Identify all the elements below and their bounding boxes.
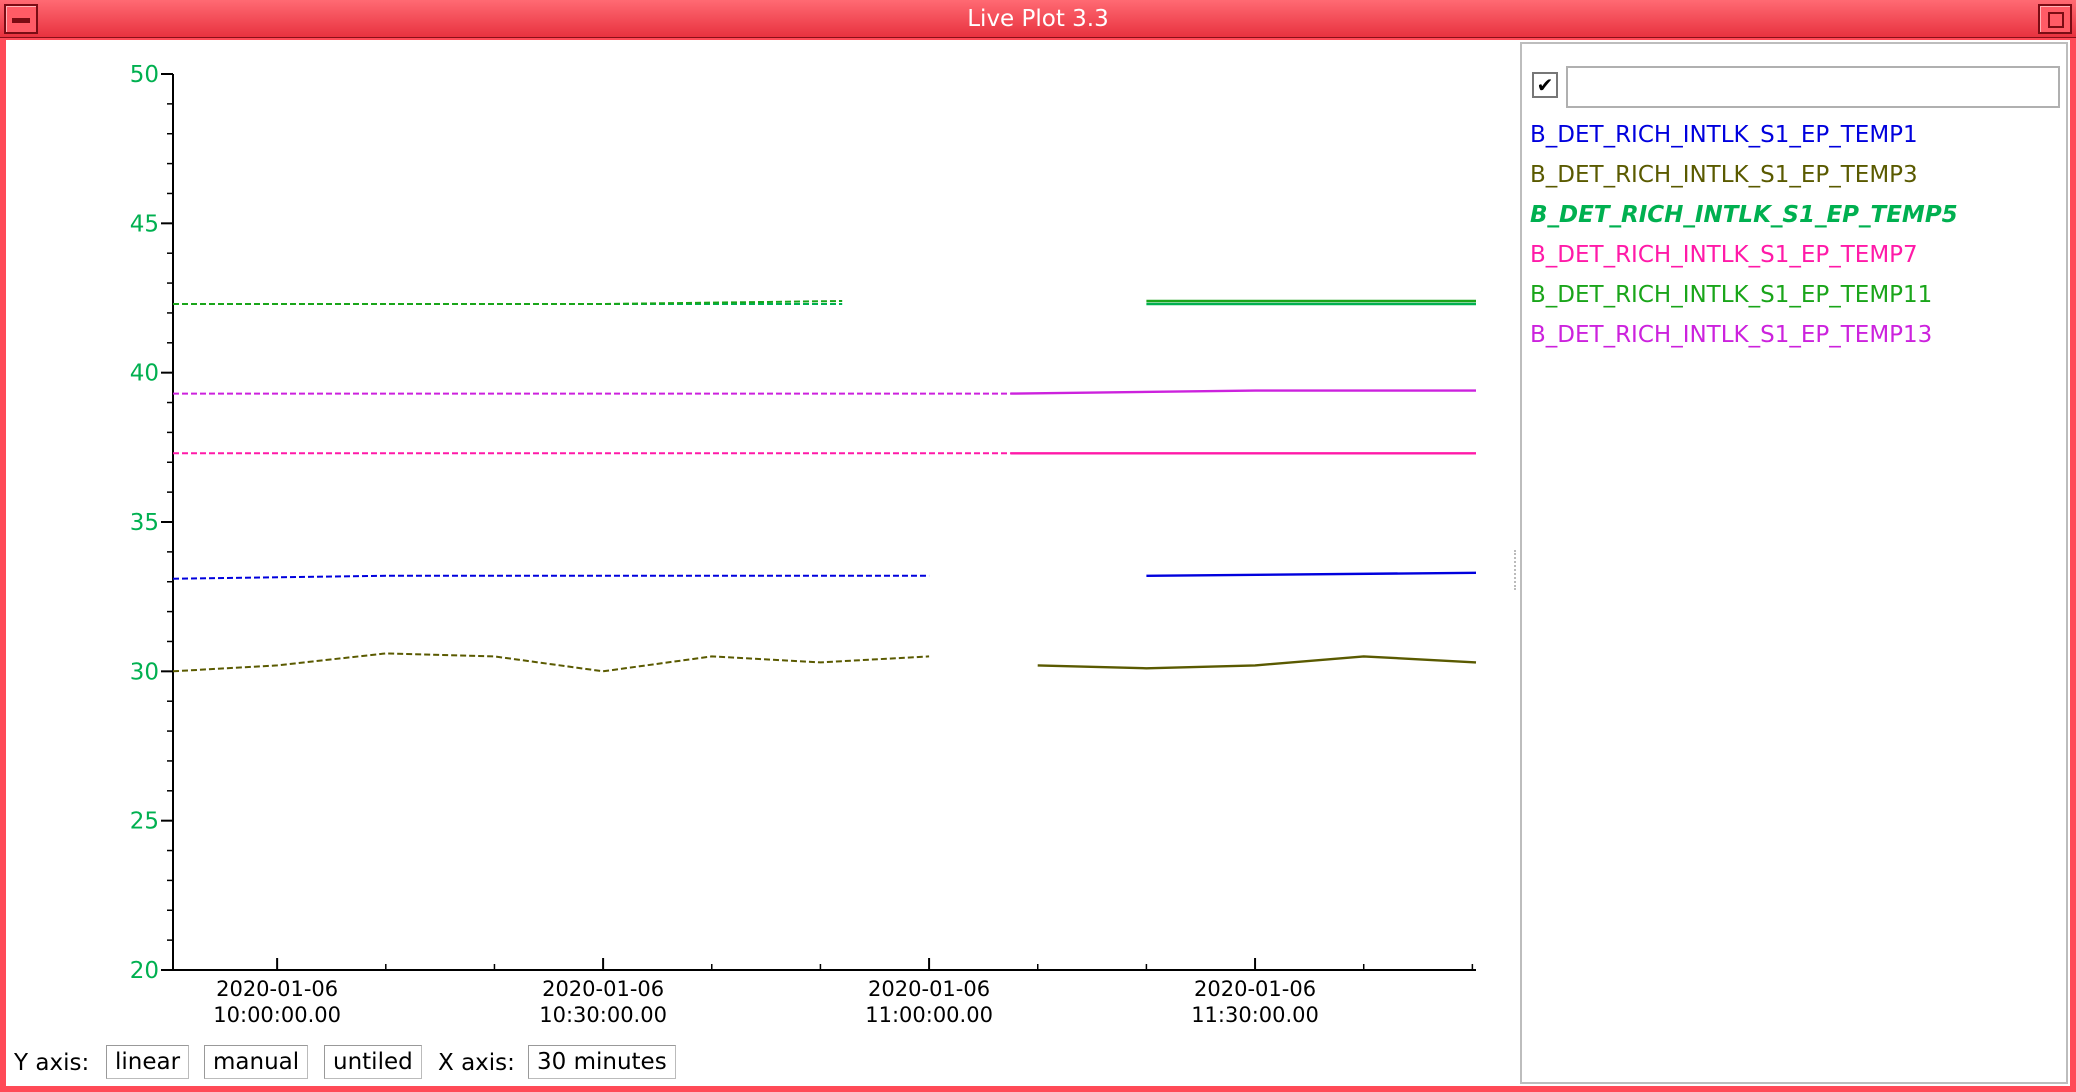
checkmark-icon: ✔ <box>1536 73 1554 97</box>
series-line-archived <box>172 574 930 580</box>
window-title: Live Plot 3.3 <box>967 6 1109 32</box>
x-tick-label: 11:30:00.00 <box>1191 1003 1319 1027</box>
x-tick-label: 2020-01-06 <box>1194 977 1316 1001</box>
legend-item[interactable]: B_DET_RICH_INTLK_S1_EP_TEMP1 <box>1530 122 1918 148</box>
y-tick-label: 50 <box>130 62 159 88</box>
x-span-selector[interactable]: 30 minutes <box>528 1045 676 1079</box>
legend-item[interactable]: B_DET_RICH_INTLK_S1_EP_TEMP7 <box>1530 242 1918 268</box>
x-tick-label: 11:00:00.00 <box>865 1003 993 1027</box>
x-tick-label: 2020-01-06 <box>868 977 990 1001</box>
y-tick-label: 35 <box>130 510 159 536</box>
series-line-live <box>1146 571 1477 577</box>
y-tick-label: 30 <box>130 659 159 685</box>
window-titlebar[interactable]: Live Plot 3.3 <box>0 0 2076 38</box>
legend-item[interactable]: B_DET_RICH_INTLK_S1_EP_TEMP11 <box>1530 282 1933 308</box>
y-tick-label: 40 <box>130 361 159 387</box>
series-line-archived <box>173 300 843 305</box>
legend-item[interactable]: B_DET_RICH_INTLK_S1_EP_TEMP13 <box>1530 322 1933 348</box>
legend-select-all-checkbox[interactable]: ✔ <box>1532 72 1558 98</box>
y-range-mode-selector[interactable]: manual <box>204 1045 309 1079</box>
legend-item[interactable]: B_DET_RICH_INTLK_S1_EP_TEMP5 <box>1530 202 1958 228</box>
y-tick-label: 45 <box>130 211 159 237</box>
maximize-icon <box>2048 12 2064 28</box>
x-tick-label: 10:30:00.00 <box>539 1003 667 1027</box>
window-client: 20 25 30 35 40 45 50 2020-01-06 10:00:00.00 2020-… <box>6 40 2070 1086</box>
legend-filter-input[interactable] <box>1566 66 2060 108</box>
x-tick-label: 10:00:00.00 <box>213 1003 341 1027</box>
series-line-live <box>1010 389 1476 395</box>
plot-area[interactable]: 202530354045502020-01-0610:00:00.002020-… <box>6 40 1506 1040</box>
series-line-archived <box>172 652 930 673</box>
tiling-selector[interactable]: untiled <box>324 1045 422 1079</box>
y-tick-label: 20 <box>130 958 159 984</box>
y-tick-label: 25 <box>130 809 159 835</box>
pane-splitter-handle[interactable] <box>1514 550 1518 590</box>
maximize-button[interactable] <box>2038 4 2072 34</box>
y-axis-label: Y axis: <box>14 1050 90 1076</box>
window-menu-button[interactable] <box>4 4 38 34</box>
x-axis-label: X axis: <box>438 1050 515 1076</box>
series-line-live <box>1037 655 1477 670</box>
x-tick-label: 2020-01-06 <box>216 977 338 1001</box>
y-scale-selector[interactable]: linear <box>106 1045 190 1079</box>
legend-panel: ✔ B_DET_RICH_INTLK_S1_EP_TEMP1 B_DET_RICH… <box>1520 42 2068 1084</box>
x-tick-label: 2020-01-06 <box>542 977 664 1001</box>
axis-controls: Y axis: linear manual untiled X axis: 30… <box>6 1040 1506 1084</box>
minimize-icon <box>12 18 30 23</box>
legend-item[interactable]: B_DET_RICH_INTLK_S1_EP_TEMP3 <box>1530 162 1918 188</box>
